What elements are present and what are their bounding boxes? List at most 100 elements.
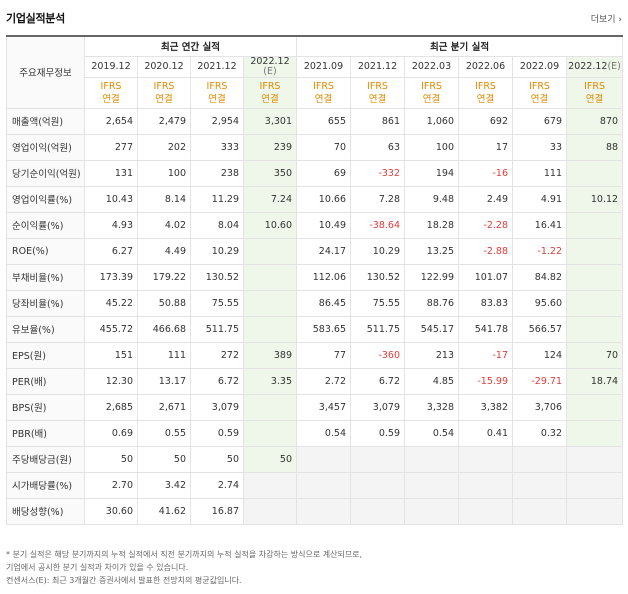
- quarter-value-cell: 861: [350, 107, 405, 135]
- quarter-value-cell: 4.85: [404, 367, 459, 395]
- annual-value-cell: 2,954: [190, 107, 244, 135]
- quarter-period-header: 2021.09: [296, 55, 351, 78]
- annual-value-cell: [243, 497, 297, 525]
- quarter-value-cell: 95.60: [512, 289, 567, 317]
- quarter-value-cell: [565, 159, 624, 187]
- row-label: 부채비율(%): [6, 263, 85, 291]
- table-row: 부채비율(%) 173.39 179.22 130.52 112.06 130.52 122…: [6, 263, 624, 291]
- quarter-value-cell: 3,706: [512, 393, 567, 421]
- ifrs-basis-label: IFRS 연결: [296, 76, 351, 109]
- annual-value-cell: 16.87: [190, 497, 244, 525]
- table-row: 유보율(%) 455.72 466.68 511.75 583.65 511.75 545.…: [6, 315, 624, 343]
- annual-value-cell: 238: [190, 159, 244, 187]
- annual-value-cell: [243, 289, 297, 317]
- footnote-3: 컨센서스(E): 최근 3개월간 증권사에서 발표한 전망치의 평균값입니다.: [6, 576, 242, 585]
- quarter-value-cell: 655: [296, 107, 351, 135]
- quarter-value-cell: 69: [296, 159, 351, 187]
- footnote-2: 기업에서 공시한 분기 실적과 차이가 있을 수 있습니다.: [6, 563, 189, 572]
- period-header-row: 2019.12 2020.12 2021.12 2022.12 (E) 2021.09 20…: [7, 55, 624, 78]
- quarter-value-cell: 16.41: [512, 211, 567, 239]
- annual-value-cell: 389: [243, 341, 297, 369]
- quarter-value-cell: 18.28: [404, 211, 459, 239]
- annual-value-cell: 2,654: [84, 107, 138, 135]
- quarter-value-cell: [296, 471, 351, 499]
- annual-value-cell: 11.29: [190, 185, 244, 213]
- quarter-value-cell: [512, 471, 567, 499]
- table-row: PBR(배) 0.69 0.55 0.59 0.54 0.59 0.54 0.41 0.32: [6, 419, 624, 447]
- row-label: ROE(%): [6, 237, 85, 265]
- annual-value-cell: 130.52: [190, 263, 244, 291]
- quarter-value-cell: -38.64: [350, 211, 405, 239]
- quarter-value-cell: 10.66: [296, 185, 351, 213]
- row-label: BPS(원): [6, 393, 85, 421]
- quarter-period-header: 2022.03: [404, 55, 459, 78]
- section-header: 기업실적분석 더보기 ›: [6, 10, 622, 30]
- quarter-value-cell: 6.72: [350, 367, 405, 395]
- quarter-value-cell: [512, 497, 567, 525]
- row-label: 영업이익(억원): [6, 133, 85, 161]
- quarter-value-cell: 70: [296, 133, 351, 161]
- quarter-value-cell: 13.25: [404, 237, 459, 265]
- ifrs-header-row: IFRS 연결 IFRS 연결 IFRS 연결 IFRS 연결 IFRS 연결 IFRS 연결 IFRS…: [7, 76, 624, 109]
- annual-value-cell: 111: [137, 341, 191, 369]
- quarter-value-cell: 679: [512, 107, 567, 135]
- quarter-value-cell: 3,457: [296, 393, 351, 421]
- annual-value-cell: 50: [84, 445, 138, 473]
- quarter-value-cell: [350, 497, 405, 525]
- ifrs-basis-label: IFRS 연결: [243, 76, 297, 109]
- ifrs-basis-label: IFRS 연결: [350, 76, 405, 109]
- quarter-value-cell: -29.71: [512, 367, 567, 395]
- quarter-value-cell: [296, 497, 351, 525]
- ifrs-basis-label: IFRS 연결: [137, 76, 191, 109]
- financial-summary-table: 주요재무정보 최근 연간 실적 최근 분기 실적 2019.12 2020.12 2…: [6, 35, 624, 525]
- quarter-value-cell: 545.17: [404, 315, 459, 343]
- quarter-value-cell: [458, 445, 513, 473]
- row-label: 당좌비율(%): [6, 289, 85, 317]
- quarter-value-cell: 0.59: [350, 419, 405, 447]
- table-row: PER(배) 12.30 13.17 6.72 3.35 2.72 6.72 4.85 -15.…: [6, 367, 624, 395]
- annual-value-cell: 30.60: [84, 497, 138, 525]
- quarter-value-cell: 130.52: [350, 263, 405, 291]
- annual-value-cell: 4.49: [137, 237, 191, 265]
- table-row: 배당성향(%) 30.60 41.62 16.87: [6, 497, 624, 525]
- quarter-period-header: 2022.12(E): [565, 55, 624, 78]
- annual-value-cell: 4.02: [137, 211, 191, 239]
- annual-value-cell: 455.72: [84, 315, 138, 343]
- row-head-label: 주요재무정보: [6, 35, 85, 109]
- quarter-value-cell: 10.12: [565, 185, 624, 213]
- quarter-value-cell: [565, 315, 624, 343]
- quarter-value-cell: 9.48: [404, 185, 459, 213]
- more-link[interactable]: 더보기 ›: [590, 15, 622, 25]
- annual-value-cell: 3.42: [137, 471, 191, 499]
- quarter-value-cell: [565, 497, 624, 525]
- annual-value-cell: 0.59: [190, 419, 244, 447]
- table-row: 영업이익(억원) 277 202 333 239 70 63 100 17 33 88: [6, 133, 624, 161]
- section-title: 기업실적분석: [6, 12, 65, 25]
- annual-value-cell: 13.17: [137, 367, 191, 395]
- table-row: 당좌비율(%) 45.22 50.88 75.55 86.45 75.55 88.76 83.…: [6, 289, 624, 317]
- quarter-value-cell: 3,382: [458, 393, 513, 421]
- footnotes: * 분기 실적은 해당 분기까지의 누적 실적에서 직전 분기까지의 누적 실적…: [6, 548, 622, 587]
- annual-value-cell: 3,079: [190, 393, 244, 421]
- quarter-value-cell: 100: [404, 133, 459, 161]
- ifrs-basis-label: IFRS 연결: [512, 76, 567, 109]
- quarter-value-cell: 33: [512, 133, 567, 161]
- annual-value-cell: [243, 315, 297, 343]
- quarter-value-cell: 1,060: [404, 107, 459, 135]
- quarter-value-cell: -1.22: [512, 237, 567, 265]
- quarter-value-cell: 0.54: [404, 419, 459, 447]
- quarter-value-cell: [404, 445, 459, 473]
- annual-value-cell: 12.30: [84, 367, 138, 395]
- quarter-value-cell: 213: [404, 341, 459, 369]
- annual-value-cell: [243, 263, 297, 291]
- annual-value-cell: 10.43: [84, 185, 138, 213]
- annual-value-cell: 350: [243, 159, 297, 187]
- quarter-value-cell: 77: [296, 341, 351, 369]
- annual-value-cell: [243, 471, 297, 499]
- quarter-value-cell: 18.74: [565, 367, 624, 395]
- quarter-value-cell: 194: [404, 159, 459, 187]
- annual-value-cell: 179.22: [137, 263, 191, 291]
- annual-value-cell: 50.88: [137, 289, 191, 317]
- annual-period-header: 2019.12: [84, 55, 138, 78]
- annual-value-cell: 0.55: [137, 419, 191, 447]
